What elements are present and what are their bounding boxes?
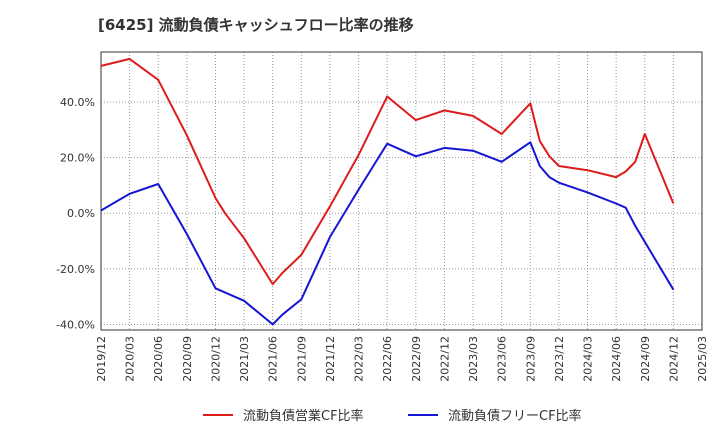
x-tick-label: 2021/09 — [295, 336, 308, 382]
x-tick-label: 2023/12 — [553, 336, 566, 382]
y-tick-label: -40.0% — [56, 318, 95, 331]
y-tick-label: 0.0% — [67, 207, 95, 220]
x-tick-label: 2021/03 — [238, 336, 251, 382]
legend-label-2: 流動負債フリーCF比率 — [448, 408, 582, 424]
x-tick-label: 2023/09 — [524, 336, 537, 382]
x-tick-label: 2024/12 — [667, 336, 680, 382]
plot-frame — [100, 51, 703, 331]
chart-title: [6425] 流動負債キャッシュフロー比率の推移 — [98, 16, 414, 34]
x-tick-label: 2024/06 — [610, 336, 623, 382]
y-tick-label: 20.0% — [60, 152, 95, 165]
x-tick-label: 2022/03 — [353, 336, 366, 382]
x-tick-label: 2020/03 — [124, 336, 137, 382]
x-tick-label: 2020/06 — [152, 336, 165, 382]
x-tick-label: 2019/12 — [95, 336, 108, 382]
x-tick-label: 2024/03 — [582, 336, 595, 382]
x-tick-label: 2024/09 — [639, 336, 652, 382]
x-tick-label: 2021/12 — [324, 336, 337, 382]
x-tick-label: 2021/06 — [267, 336, 280, 382]
x-tick-label: 2023/06 — [496, 336, 509, 382]
y-tick-label: -20.0% — [56, 263, 95, 276]
legend-label-1: 流動負債営業CF比率 — [243, 408, 364, 424]
x-tick-label: 2023/03 — [467, 336, 480, 382]
series-line-1 — [100, 57, 675, 286]
x-tick-label: 2020/09 — [181, 336, 194, 382]
x-tick-label: 2022/12 — [438, 336, 451, 382]
x-tick-label: 2022/09 — [410, 336, 423, 382]
series-line-2 — [100, 141, 675, 326]
y-tick-label: 40.0% — [60, 96, 95, 109]
x-tick-label: 2022/06 — [381, 336, 394, 382]
x-tick-label: 2025/03 — [696, 336, 709, 382]
x-tick-label: 2020/12 — [209, 336, 222, 382]
